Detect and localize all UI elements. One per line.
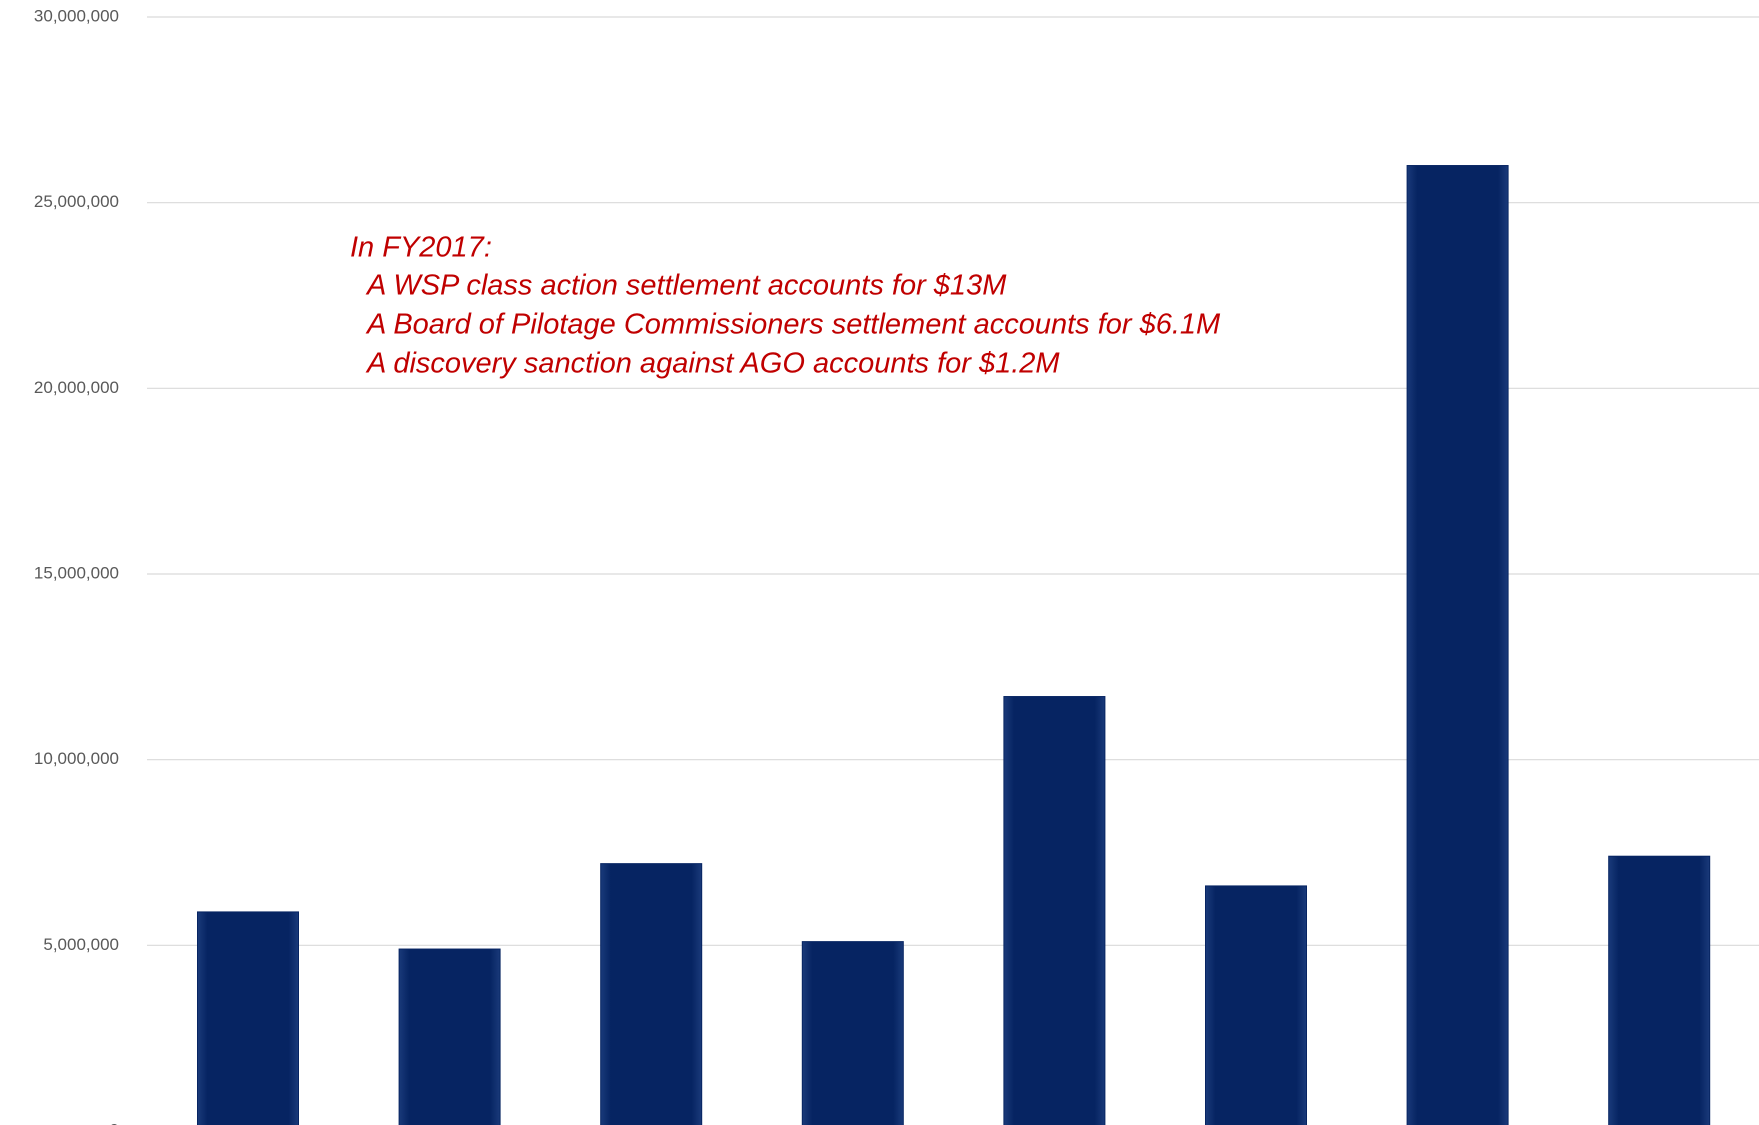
annotation: A discovery sanction against AGO account… [365,348,1060,380]
annotation: A WSP class action settlement accounts f… [365,270,1007,302]
y-tick-label: 0 [110,1120,119,1125]
bar [1406,165,1509,1125]
annotation: In FY2017: [350,232,492,264]
y-tick-label: 5,000,000 [43,935,119,954]
annotation: A Board of Pilotage Commissioners settle… [365,309,1221,341]
y-tick-label: 25,000,000 [34,192,119,211]
bar [801,941,904,1125]
bar [600,863,703,1125]
bar [1608,855,1711,1125]
bar [1003,696,1106,1125]
y-tick-label: 30,000,000 [34,6,119,25]
y-tick-label: 20,000,000 [34,378,119,397]
bar [1205,885,1307,1125]
bar [197,911,299,1125]
y-tick-label: 15,000,000 [34,563,119,582]
bar [398,948,501,1125]
y-tick-label: 10,000,000 [34,749,119,768]
